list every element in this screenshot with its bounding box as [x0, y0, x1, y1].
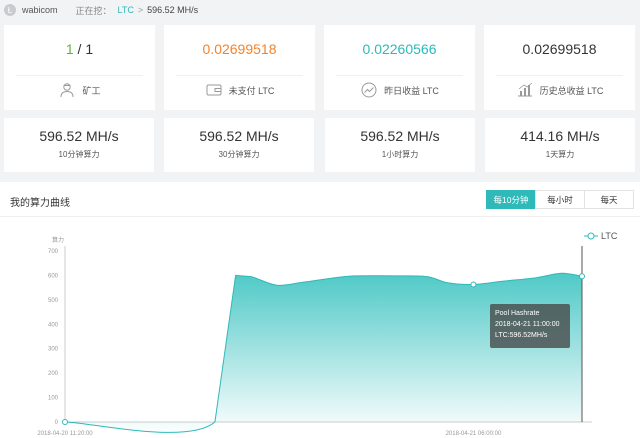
y-tick-label: 600: [48, 273, 59, 279]
x-tick-label: 2018-04-21 06:00:00: [446, 431, 502, 437]
bar-chart-icon: [516, 82, 534, 98]
yesterday-earnings-value: 0.02260566: [362, 41, 437, 57]
y-tick-label: 500: [48, 298, 59, 304]
total-earnings-value: 0.02699518: [522, 41, 597, 57]
workers-card: 1 / 1 矿工: [4, 25, 155, 110]
hashrate-30min-label: 30分钟算力: [218, 150, 260, 159]
tab-daily[interactable]: 每天: [584, 190, 634, 209]
divider: [176, 75, 303, 76]
data-point-marker: [579, 273, 585, 280]
y-axis-label: 算力: [52, 236, 64, 244]
unpaid-label: 未支付 LTC: [228, 85, 275, 96]
coin-link[interactable]: LTC: [117, 5, 134, 15]
litecoin-logo-icon: Ł: [4, 4, 16, 16]
series-area-ltc: [65, 273, 582, 433]
tooltip-value: LTC:596.52MH/s: [495, 332, 548, 339]
workers-value: 1 / 1: [65, 41, 94, 57]
divider: [0, 216, 640, 217]
hashrate-10min-card: 596.52 MH/s 10分钟算力: [4, 118, 154, 172]
tooltip-time: 2018-04-21 11:00:00: [495, 321, 560, 328]
hashrate-chart-card: 我的算力曲线 每10分钟 每小时 每天 算力 0 100 200 300 400 500 60…: [0, 182, 640, 438]
data-point-marker: [470, 281, 477, 288]
divider: [336, 75, 463, 76]
divider: [496, 75, 623, 76]
hashrate-30min-value: 596.52 MH/s: [199, 128, 279, 144]
workers-label: 矿工: [82, 85, 101, 96]
hashrate-1d-label: 1天算力: [545, 150, 575, 159]
chart-title: 我的算力曲线: [10, 198, 70, 209]
data-point-marker: [62, 419, 68, 425]
hashrate-30min-card: 596.52 MH/s 30分钟算力: [164, 118, 314, 172]
hashrate-1d-card: 414.16 MH/s 1天算力: [485, 118, 635, 172]
unpaid-card: 0.02699518 未支付 LTC: [164, 25, 315, 110]
account-name[interactable]: wabicom: [22, 5, 58, 15]
breadcrumb-separator: >: [137, 5, 144, 15]
top-bar: Ł wabicom 正在挖： LTC > 596.52 MH/s: [0, 0, 640, 20]
tooltip-title: Pool Hashrate: [495, 310, 540, 317]
tab-hourly[interactable]: 每小时: [535, 190, 585, 209]
series-line-ltc: [64, 272, 583, 433]
worker-icon: [58, 82, 76, 98]
divider: [16, 75, 143, 76]
total-earnings-card: 0.02699518 历史总收益 LTC: [484, 25, 635, 110]
y-tick-label: 300: [48, 347, 59, 353]
y-tick-label: 400: [48, 322, 59, 328]
hashrate-1h-value: 596.52 MH/s: [360, 128, 440, 144]
y-tick-label: 700: [48, 249, 59, 255]
total-earnings-label: 历史总收益 LTC: [539, 85, 604, 96]
current-hashrate: 596.52 MH/s: [147, 5, 199, 15]
y-tick-label: 200: [48, 371, 59, 377]
trend-icon: [360, 82, 378, 98]
interval-tabs: 每10分钟 每小时 每天: [486, 190, 634, 209]
hashrate-10min-label: 10分钟算力: [58, 150, 100, 159]
hashrate-1h-card: 596.52 MH/s 1小时算力: [325, 118, 475, 172]
hashrate-area-chart[interactable]: 算力 0 100 200 300 400 500 600 700 2018-04-20 11:20…: [0, 182, 640, 438]
hashrate-10min-value: 596.52 MH/s: [39, 128, 119, 144]
y-tick-label: 0: [55, 420, 59, 426]
wallet-icon: [205, 82, 223, 98]
hashrate-1h-label: 1小时算力: [381, 150, 419, 159]
mining-label: 正在挖：: [75, 5, 112, 16]
chart-tooltip: Pool Hashrate 2018-04-21 11:00:00 LTC:59…: [490, 304, 570, 348]
legend-marker-icon: [587, 232, 595, 240]
hashrate-1d-value: 414.16 MH/s: [520, 128, 600, 144]
legend-label: LTC: [601, 231, 618, 241]
yesterday-earnings-label: 昨日收益 LTC: [384, 85, 439, 96]
x-tick-label: 2018-04-20 11:20:00: [37, 431, 93, 437]
y-tick-label: 100: [48, 396, 59, 402]
unpaid-value: 0.02699518: [202, 41, 277, 57]
yesterday-earnings-card: 0.02260566 昨日收益 LTC: [324, 25, 475, 110]
